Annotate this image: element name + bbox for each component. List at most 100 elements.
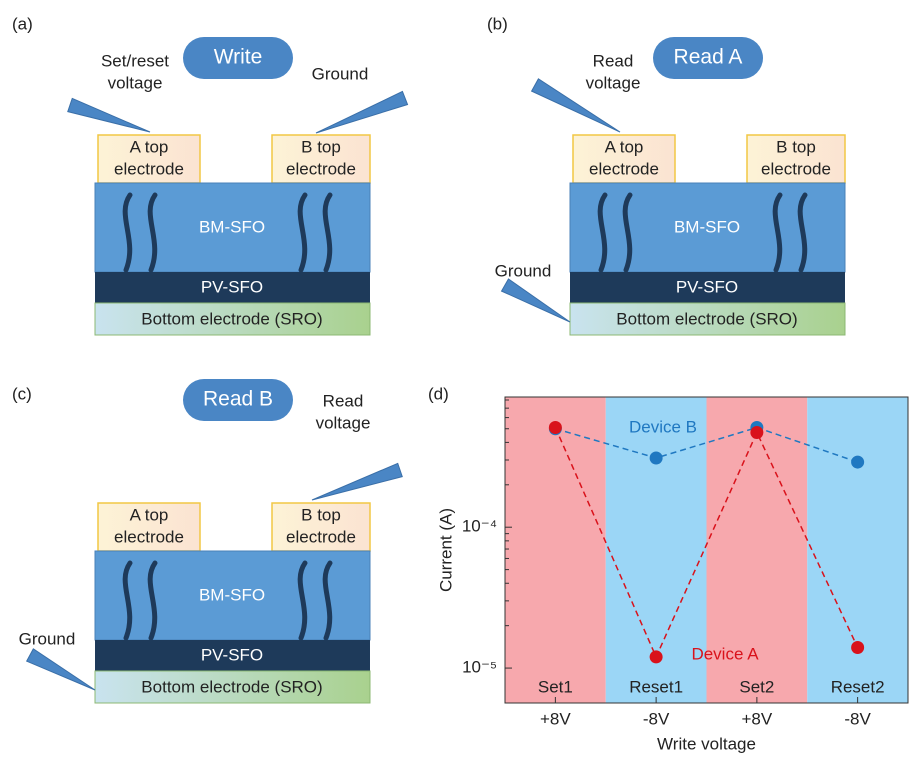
electrode-label: B top [301, 505, 341, 524]
region [706, 397, 808, 703]
filament [772, 192, 783, 273]
filament [597, 192, 608, 273]
y-tick-label: 10⁻⁴ [462, 517, 497, 536]
series-name: Device B [629, 417, 697, 436]
probe [25, 648, 96, 691]
bm-sfo-layer [94, 182, 371, 273]
layer-label: PV-SFO [201, 277, 263, 296]
data-point [649, 650, 663, 664]
panel: (c) Read B A top electrode B top electrode BM-… [12, 379, 403, 704]
top-electrode [746, 134, 846, 184]
filament [297, 192, 308, 273]
x-tick-label: +8V [742, 709, 773, 728]
data-point [851, 640, 865, 654]
probe [530, 78, 621, 133]
filament [122, 192, 133, 273]
filament [297, 560, 308, 641]
filament [322, 192, 333, 273]
filament [147, 560, 158, 641]
layer-label: BM-SFO [199, 217, 265, 236]
panel-label: (a) [12, 14, 33, 33]
layer-label: PV-SFO [676, 277, 738, 296]
panel: (b) Read A A top electrode B top electrode BM-… [487, 14, 846, 336]
electrode-label: B top [301, 137, 341, 156]
series-line [555, 426, 858, 463]
data-point [649, 451, 663, 465]
filament [322, 560, 333, 641]
x-tick-label: +8V [540, 709, 571, 728]
probe [500, 278, 571, 323]
pv-sfo-layer [95, 272, 370, 303]
x-axis-label: Write voltage [657, 734, 756, 753]
bm-sfo-layer [569, 182, 846, 273]
layer-label: Bottom electrode (SRO) [141, 309, 322, 328]
electrode-label: electrode [761, 159, 831, 178]
electrode-label: electrode [589, 159, 659, 178]
region-label: Reset1 [629, 677, 683, 696]
x-tick-label: -8V [643, 709, 670, 728]
probe-label: Set/reset [101, 51, 169, 70]
probe [311, 462, 403, 501]
top-electrode [97, 134, 201, 184]
bm-sfo-layer [94, 550, 371, 641]
data-point [851, 455, 865, 469]
bottom-electrode [569, 302, 846, 336]
probe-label: voltage [316, 413, 371, 432]
probe-label: Ground [312, 64, 369, 83]
electrode-label: electrode [286, 527, 356, 546]
probe-label: Read [593, 51, 634, 70]
region-label: Reset2 [831, 677, 885, 696]
filament [622, 192, 633, 273]
filament [122, 560, 133, 641]
mode-badge [183, 37, 293, 79]
electrode-label: A top [130, 137, 169, 156]
filament [797, 192, 808, 273]
probe-label: voltage [586, 73, 641, 92]
data-point [548, 421, 562, 435]
probe-label: Read [323, 391, 364, 410]
probe [315, 90, 409, 134]
bottom-electrode [94, 670, 371, 704]
electrode-label: B top [776, 137, 816, 156]
electrode-label: electrode [114, 159, 184, 178]
region-label: Set2 [739, 677, 774, 696]
top-electrode [572, 134, 676, 184]
x-tick-label: -8V [844, 709, 871, 728]
pv-sfo-layer [570, 272, 845, 303]
series-name: Device A [691, 644, 759, 663]
layer-label: BM-SFO [674, 217, 740, 236]
filament [147, 192, 158, 273]
layer-label: Bottom electrode (SRO) [616, 309, 797, 328]
y-axis-label: Current (A) [436, 508, 455, 592]
panel-label: (d) [428, 384, 449, 403]
probe-label: Ground [19, 629, 76, 648]
mode-badge [653, 37, 763, 79]
region [807, 397, 908, 703]
y-tick-label: 10⁻⁵ [462, 658, 497, 677]
region-label: Set1 [538, 677, 573, 696]
panel-label: (c) [12, 384, 32, 403]
bottom-electrode [94, 302, 371, 336]
layer-label: PV-SFO [201, 645, 263, 664]
electrode-label: A top [130, 505, 169, 524]
series-line [554, 427, 859, 659]
probe-label: voltage [108, 73, 163, 92]
layer-label: BM-SFO [199, 585, 265, 604]
data-point [750, 426, 764, 440]
layer-label: Bottom electrode (SRO) [141, 677, 322, 696]
electrode-label: electrode [286, 159, 356, 178]
mode-label: Read A [674, 46, 743, 69]
probe [67, 97, 151, 133]
electrode-label: A top [605, 137, 644, 156]
plot-frame [504, 396, 909, 704]
panel-label: (b) [487, 14, 508, 33]
mode-label: Read B [203, 388, 273, 411]
mode-badge [183, 379, 293, 421]
electrode-label: electrode [114, 527, 184, 546]
panel: (a) Write A top electrode B top electrode BM-S… [12, 14, 409, 336]
probe-label: Ground [495, 261, 552, 280]
pv-sfo-layer [95, 640, 370, 671]
mode-label: Write [214, 46, 263, 69]
region [505, 397, 606, 703]
